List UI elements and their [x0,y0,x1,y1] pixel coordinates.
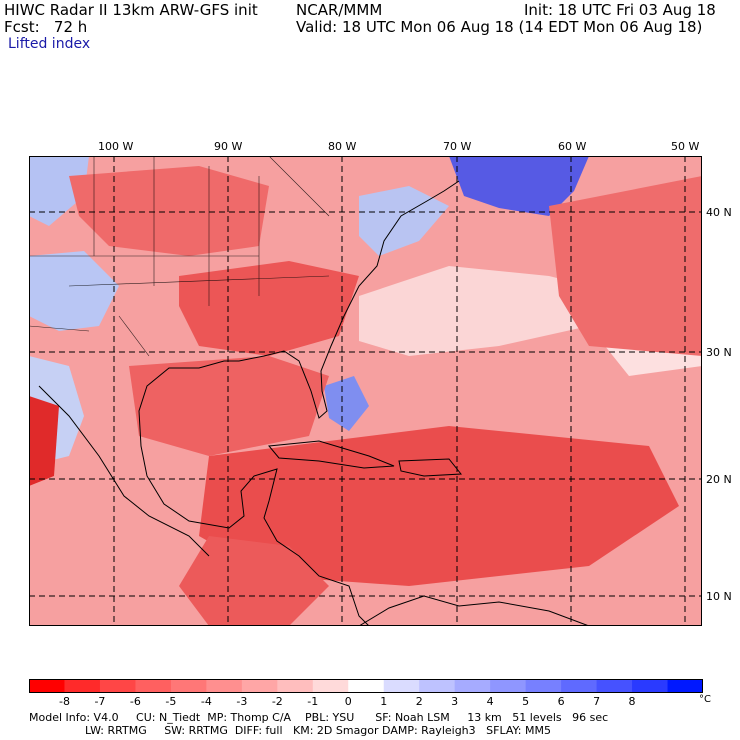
colorbar-tick-label: 6 [557,695,565,708]
colorbar-tick-label: -8 [58,695,70,708]
colorbar-segment [99,679,137,693]
colorbar-tick-label: -2 [271,695,283,708]
lon-label-50w: 50 W [671,140,700,153]
unstable-region-pacific-mexico [29,396,59,486]
forecast-hour: Fcst: 72 h [4,18,88,36]
lifted-index-map [29,156,702,626]
colorbar-tick-label: -3 [236,695,248,708]
model-title: HIWC Radar II 13km ARW-GFS init [4,1,258,19]
colorbar-segment [419,679,456,693]
lat-label-30n: 30 N [706,346,732,359]
unstable-region-caribbean [199,426,679,586]
colorbar-tick-label: -7 [94,695,106,708]
colorbar-frame [29,679,703,693]
colorbar-segment [525,679,562,693]
colorbar-segment [454,679,491,693]
stable-region-northeast-atlantic [449,156,589,216]
colorbar-tick-label: -1 [307,695,319,708]
unstable-region-gulf-coast [129,356,329,456]
colorbar-tick-label: -4 [200,695,212,708]
coastlines [38,180,590,626]
colorbar-tick-label: -5 [165,695,177,708]
colorbar-segment [312,679,349,693]
colorbar-segment [490,679,527,693]
institution-label: NCAR/MMM [296,1,383,19]
colorbar-segment [64,679,101,693]
valid-time: Valid: 18 UTC Mon 06 Aug 18 (14 EDT Mon … [296,18,703,36]
political-borders [29,156,330,357]
coast-cuba [268,440,395,469]
colorbar-tick-label: 2 [415,695,423,708]
colorbar-tick-label: 1 [380,695,388,708]
colorbar-segment [29,679,66,693]
lon-label-90w: 90 W [214,140,243,153]
model-info-line2: LW: RRTMG SW: RRTMG DIFF: full KM: 2D Sm… [29,724,551,737]
unstable-region-southeast-us [179,261,359,356]
colorbar-segment [135,679,172,693]
lon-label-80w: 80 W [328,140,357,153]
colorbar-segment [383,679,420,693]
unstable-region-atlantic-north [549,176,702,356]
colorbar-tick-label: -6 [129,695,141,708]
colorbar-tick-label: 3 [451,695,459,708]
colorbar-segment [241,679,278,693]
colorbar-segment [596,679,633,693]
coast-us-east [138,180,460,626]
map-frame [29,156,702,626]
colorbar-tick-label: 0 [344,695,352,708]
colorbar-tick-label: 4 [486,695,494,708]
colorbar [29,679,703,693]
unstable-region-central-america [179,536,329,626]
graticule [29,156,702,626]
colorbar-segment [170,679,207,693]
colorbar-segment [348,679,385,693]
colorbar-segment [632,679,669,693]
unstable-region-central-us [69,166,269,256]
lon-label-70w: 70 W [443,140,472,153]
stable-region-west-plains [29,156,89,226]
model-info-line1: Model Info: V4.0 CU: N_Tiedt MP: Thomp C… [29,711,609,724]
colorbar-segment [561,679,598,693]
colorbar-tick-label: 7 [593,695,601,708]
stable-region-new-england [359,186,449,256]
coast-hispaniola [398,458,462,477]
lat-label-40n: 40 N [706,206,732,219]
lon-label-60w: 60 W [558,140,587,153]
stable-region-bahamas [324,376,369,431]
stable-region-southwest [29,251,119,331]
colorbar-segment [667,679,703,693]
lat-label-20n: 20 N [706,473,732,486]
colorbar-segment [277,679,314,693]
lat-label-10n: 10 N [706,590,732,603]
field-name: Lifted index [8,36,91,52]
colorbar-unit: °C [699,694,711,705]
colorbar-tick-label: 8 [628,695,636,708]
lon-label-100w: 100 W [98,140,134,153]
coast-mexico-pacific [38,385,210,557]
colorbar-segment [206,679,243,693]
colorbar-tick-label: 5 [522,695,530,708]
coast-south-america [358,595,590,626]
init-time: Init: 18 UTC Fri 03 Aug 18 [524,1,716,19]
